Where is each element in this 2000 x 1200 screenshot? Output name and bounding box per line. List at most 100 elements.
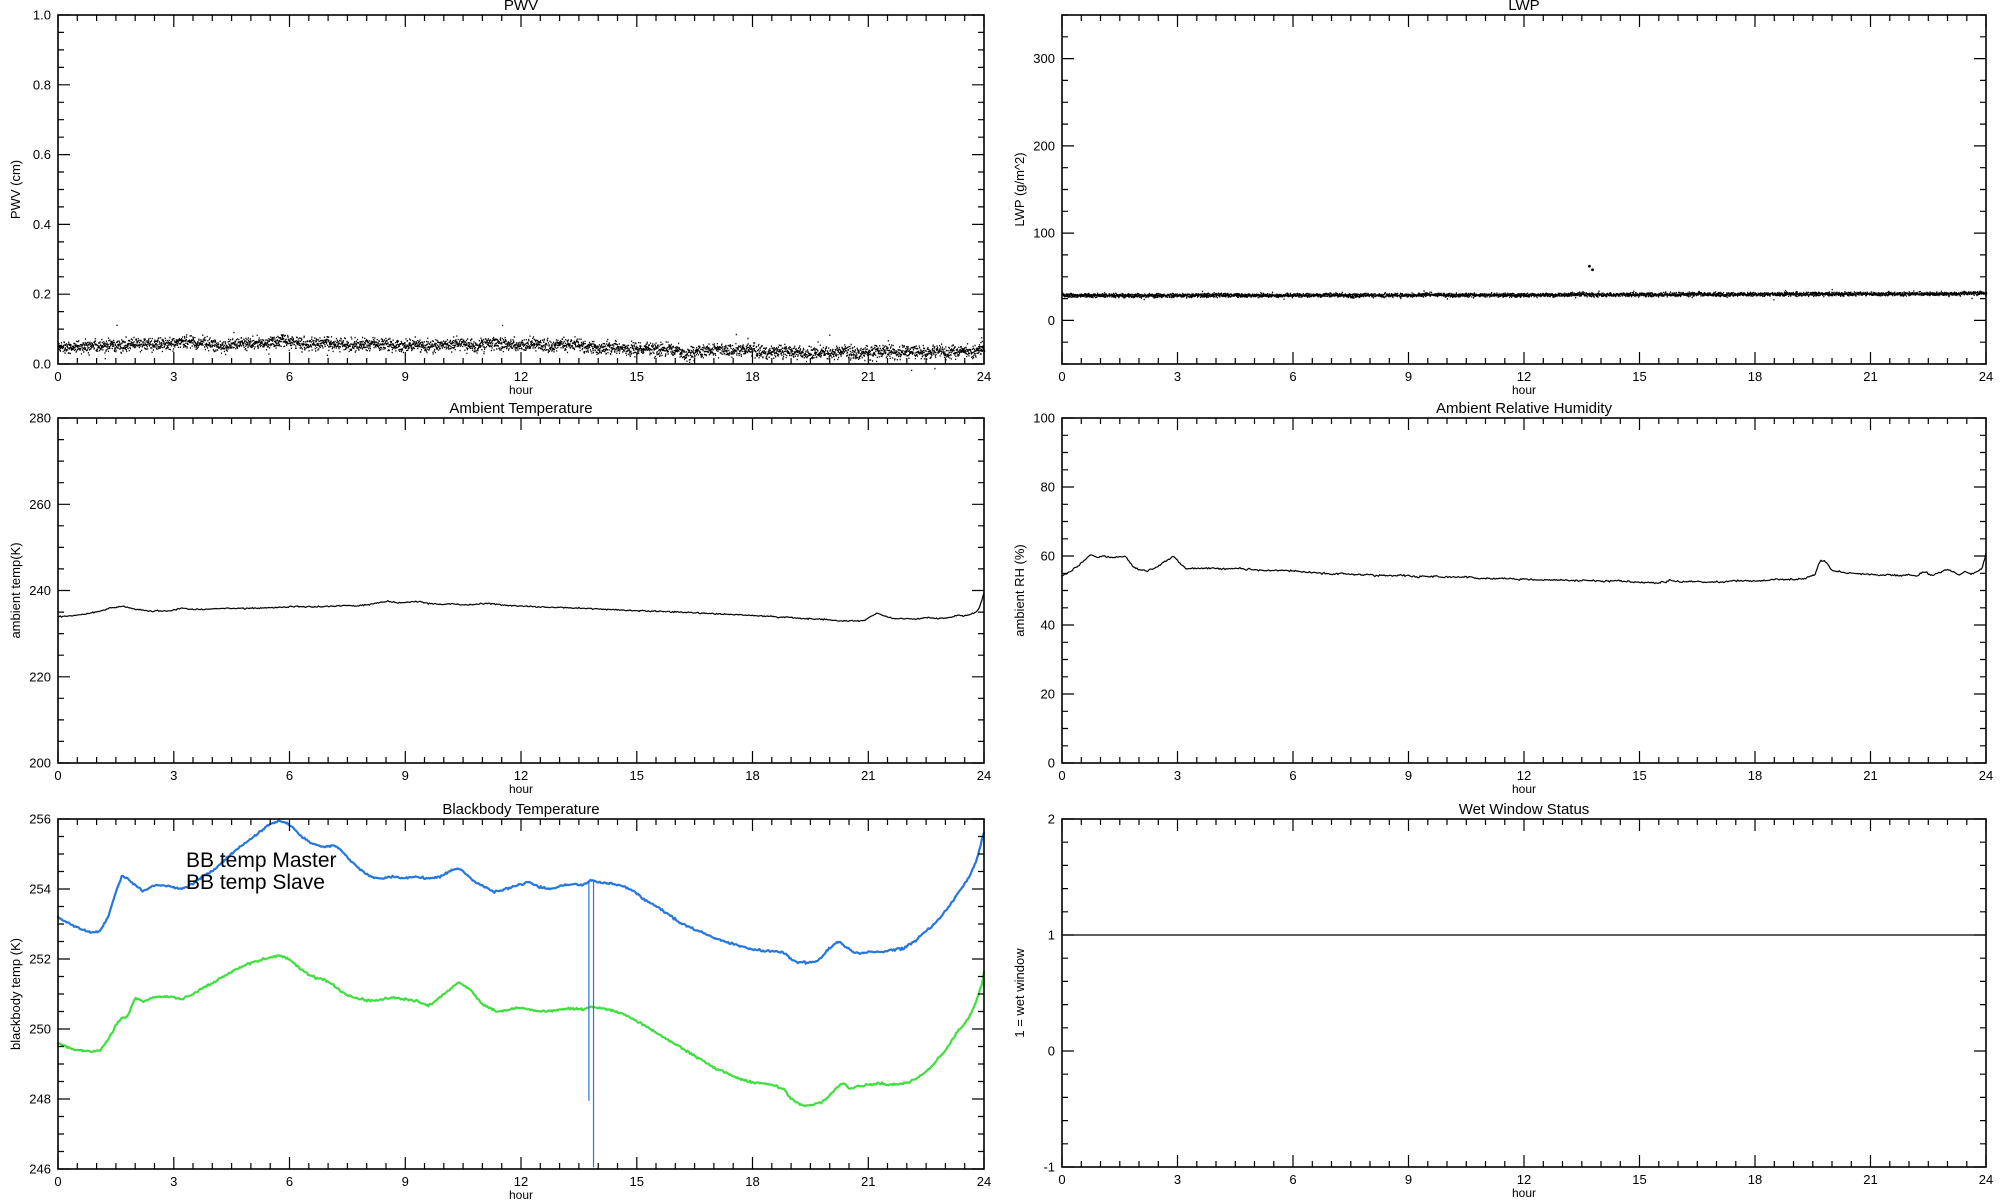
chart-title: Blackbody Temperature: [442, 801, 599, 818]
x-tick-label: 3: [170, 369, 177, 384]
series-ambient-temp: [57, 592, 985, 623]
x-tick-label: 9: [402, 768, 409, 783]
x-tick-label: 24: [977, 369, 991, 384]
x-tick-label: 0: [1058, 369, 1065, 384]
x-tick-label: 9: [1405, 369, 1412, 384]
x-tick-label: 21: [1863, 768, 1877, 783]
chart-title: LWP: [1508, 0, 1539, 14]
x-tick-label: 6: [1289, 369, 1296, 384]
axes-frame: [1061, 14, 1987, 365]
x-axis-label: hour: [509, 383, 533, 397]
panel-blackbody: 0 3 6 9 12 15 18 21 24 246 248 250 252 254 256 Blackbod…: [8, 801, 991, 1200]
x-tick-label: 18: [745, 1174, 759, 1189]
series-bb-temp-master: [56, 819, 986, 965]
x-tick-label: 0: [54, 768, 61, 783]
panel-lwp: 0 3 6 9 12 15 18 21 24 0 100 200 300 LWP hour LWP (g/m^…: [1012, 0, 1993, 397]
x-axis-label: hour: [1512, 782, 1536, 796]
series-group-ambient-rh: [1061, 552, 1987, 585]
axes-frame: [1061, 818, 1987, 1168]
axes-frame: [1061, 417, 1987, 764]
axis-ticks: [1061, 14, 1987, 365]
panel-ambient-temperature: 0 3 6 9 12 15 18 21 24 200 220 240 260 280 Ambient Tem…: [8, 400, 991, 796]
y-tick-label: 240: [29, 583, 51, 598]
y-axis-label: ambient temp(K): [8, 542, 23, 638]
x-axis-label: hour: [509, 1188, 533, 1200]
x-tick-label: 18: [745, 369, 759, 384]
x-tick-label: 12: [1517, 768, 1531, 783]
x-tick-label: 18: [1748, 1172, 1762, 1187]
y-tick-label: 0.2: [33, 287, 51, 302]
y-tick-label: 0: [1048, 313, 1055, 328]
x-tick-label: 6: [286, 768, 293, 783]
axes-frame: [57, 14, 985, 365]
y-tick-label: 200: [29, 756, 51, 771]
axis-ticks: [57, 417, 985, 764]
x-tick-label: 15: [1632, 768, 1646, 783]
y-tick-label: 0.8: [33, 77, 51, 92]
y-tick-label: 250: [29, 1022, 51, 1037]
x-tick-label: 21: [861, 1174, 875, 1189]
x-axis-label: hour: [1512, 383, 1536, 397]
series-group-lwp: [1062, 288, 1988, 301]
y-tick-label: 40: [1041, 618, 1055, 633]
series-ambient-rh: [1061, 552, 1987, 585]
x-tick-label: 15: [1632, 369, 1646, 384]
y-tick-label: 100: [1033, 411, 1055, 426]
x-tick-label: 21: [1863, 1172, 1877, 1187]
chart-title: Wet Window Status: [1459, 801, 1590, 818]
y-tick-label: -1: [1043, 1160, 1055, 1175]
y-tick-label: 2: [1048, 812, 1055, 827]
x-tick-label: 9: [1405, 768, 1412, 783]
panel-ambient-rh: 0 3 6 9 12 15 18 21 24 0 20 40 60 80 100 Ambient Relati…: [1012, 400, 1993, 796]
y-tick-label: 60: [1041, 549, 1055, 564]
x-tick-label: 24: [1979, 1172, 1993, 1187]
x-tick-label: 15: [1632, 1172, 1646, 1187]
y-tick-label: 100: [1033, 226, 1055, 241]
y-tick-label: 200: [1033, 138, 1055, 153]
x-tick-label: 12: [1517, 1172, 1531, 1187]
x-tick-label: 0: [54, 1174, 61, 1189]
x-tick-label: 15: [630, 1174, 644, 1189]
x-tick-label: 18: [1748, 369, 1762, 384]
series-lwp: [1062, 288, 1988, 301]
chart-title: Ambient Relative Humidity: [1436, 400, 1612, 417]
series-bb-temp-slave: [56, 954, 986, 1108]
x-tick-label: 21: [1863, 369, 1877, 384]
x-tick-label: 12: [1517, 369, 1531, 384]
y-tick-label: 80: [1041, 480, 1055, 495]
y-tick-label: 0.4: [33, 217, 51, 232]
x-tick-label: 24: [977, 1174, 991, 1189]
y-tick-label: 1.0: [33, 8, 51, 23]
axis-ticks: [1061, 417, 1987, 764]
x-tick-label: 9: [1405, 1172, 1412, 1187]
y-tick-label: 0: [1048, 1044, 1055, 1059]
x-tick-label: 6: [1289, 768, 1296, 783]
legend-entry-master: BB temp Master: [186, 849, 337, 872]
x-axis-label: hour: [1512, 1186, 1536, 1200]
x-tick-label: 3: [170, 1174, 177, 1189]
y-tick-label: 254: [29, 882, 51, 897]
x-tick-label: 6: [286, 369, 293, 384]
x-tick-label: 12: [514, 369, 528, 384]
panel-pwv: 0 3 6 9 12 15 18 21 24 0.0 0.2 0.4 0.6 0.8 1.0 PWV hour P…: [8, 0, 991, 397]
y-axis-label: PWV (cm): [8, 160, 23, 219]
y-tick-label: 260: [29, 497, 51, 512]
series-group-ambient-temperature: [57, 592, 985, 623]
y-tick-label: 246: [29, 1162, 51, 1177]
x-tick-label: 3: [1174, 768, 1181, 783]
x-tick-label: 3: [1174, 369, 1181, 384]
x-tick-label: 0: [54, 369, 61, 384]
y-axis-label: ambient RH (%): [1012, 544, 1027, 636]
y-tick-label: 0.0: [33, 357, 51, 372]
y-tick-label: 20: [1041, 687, 1055, 702]
x-tick-label: 6: [286, 1174, 293, 1189]
x-tick-label: 0: [1058, 768, 1065, 783]
y-axis-label: LWP (g/m^2): [1012, 152, 1027, 226]
x-tick-label: 6: [1289, 1172, 1296, 1187]
x-tick-label: 18: [745, 768, 759, 783]
axis-ticks: [57, 14, 985, 365]
series-group-blackbody: [56, 819, 986, 1108]
y-tick-label: 1: [1048, 928, 1055, 943]
